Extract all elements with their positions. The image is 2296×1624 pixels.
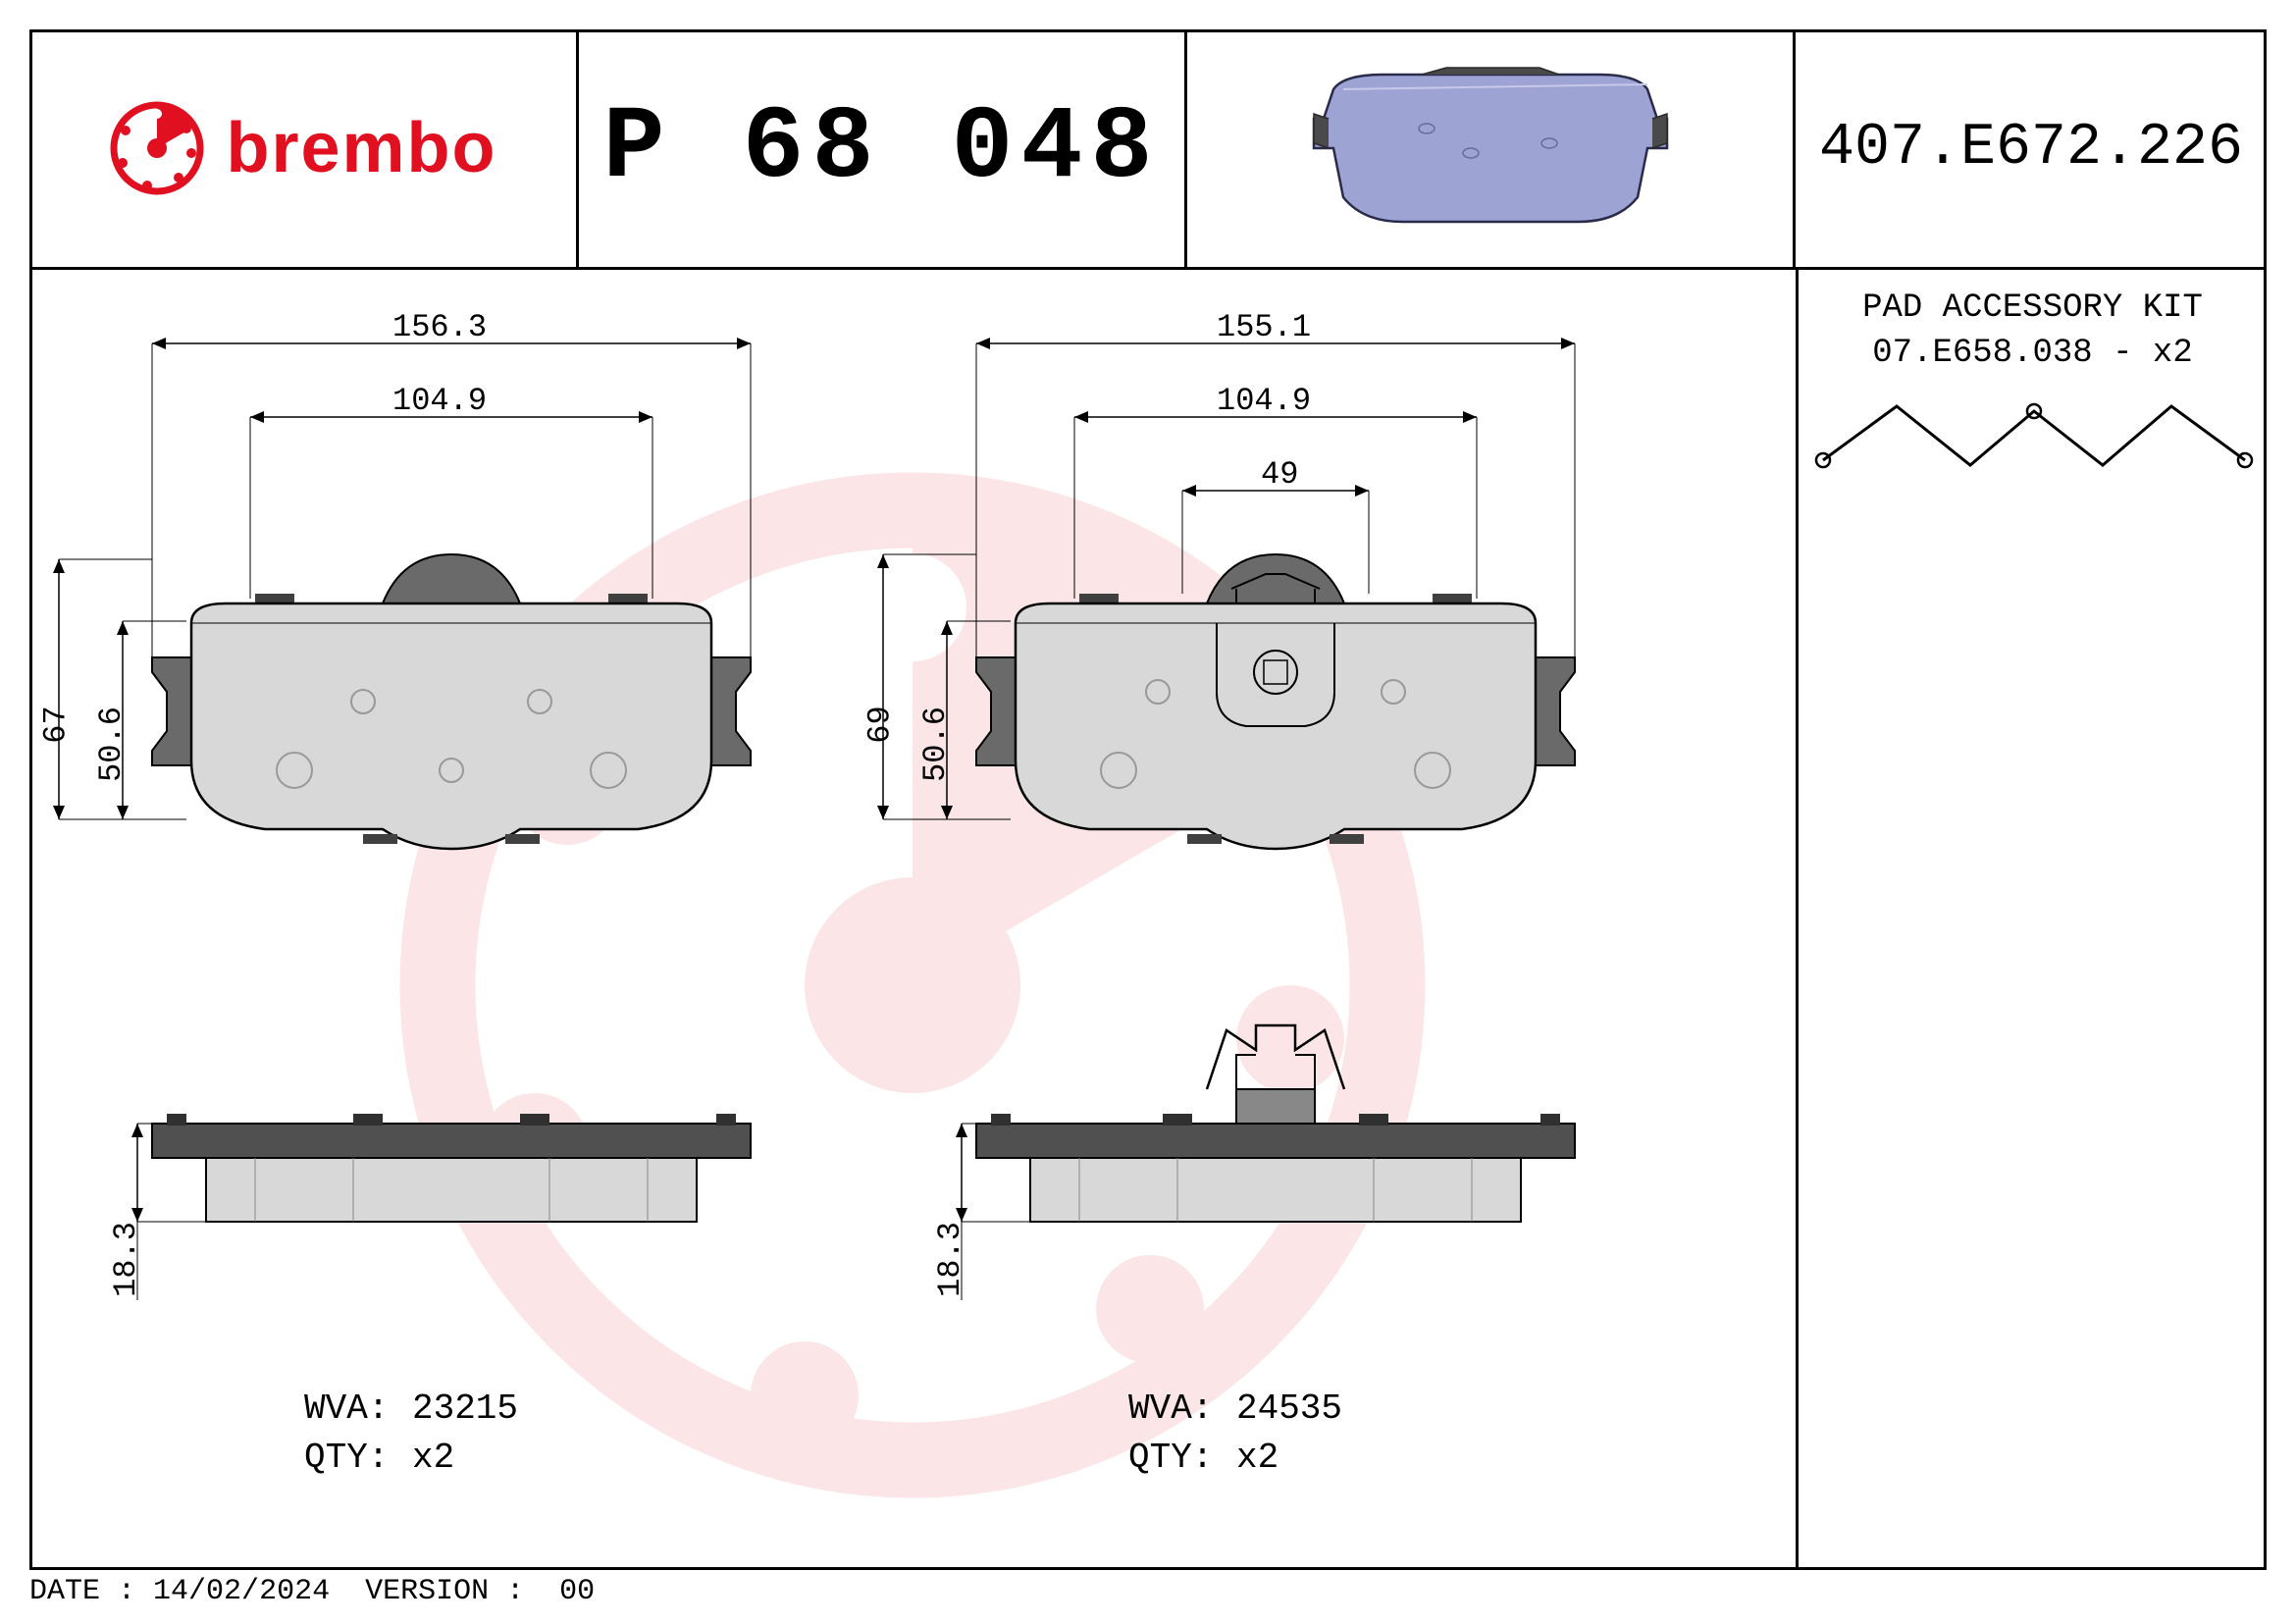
date-value: 14/02/2024	[153, 1575, 330, 1608]
version-value: 00	[559, 1575, 595, 1608]
accessory-kit-title: PAD ACCESSORY KIT	[1799, 289, 2267, 327]
part-number-cell: P 68 048	[579, 29, 1187, 270]
code-cell: 407.E672.226	[1796, 29, 2267, 270]
dim-right-width: 155.1	[1217, 309, 1311, 345]
dim-right-thickness: 18.3	[932, 1222, 968, 1297]
wva-label-left: WVA:	[304, 1388, 389, 1429]
dim-left-inner: 104.9	[392, 383, 487, 419]
brembo-icon	[108, 99, 206, 197]
qty-value-left: x2	[412, 1438, 454, 1478]
right-side-dimension	[854, 1055, 1050, 1349]
right-pad-dimensions	[854, 270, 1737, 957]
qty-label-right: QTY:	[1128, 1438, 1213, 1478]
dim-right-inner: 104.9	[1217, 383, 1311, 419]
render-cell	[1187, 29, 1796, 270]
left-pad-dimensions	[29, 270, 913, 957]
wva-value-left: 23215	[412, 1388, 518, 1429]
left-side-dimension	[29, 1055, 226, 1349]
footer: DATE : 14/02/2024 VERSION : 00	[29, 1575, 595, 1608]
version-label: VERSION :	[365, 1575, 524, 1608]
spring-clip-icon	[1808, 382, 2260, 499]
header-row: brembo P 68 048 407.E672.226	[29, 29, 2267, 270]
dim-left-width: 156.3	[392, 309, 487, 345]
brand-name: brembo	[226, 108, 496, 188]
accessory-kit-code: 07.E658.038 - x2	[1799, 335, 2267, 372]
main-drawing-area: 156.3 104.9 67 50.6 18.3 155.1 104.9 49 …	[29, 270, 1796, 1570]
drawing-code: 407.E672.226	[1819, 115, 2243, 182]
brand-logo: brembo	[108, 99, 496, 197]
qty-label-left: QTY:	[304, 1438, 389, 1478]
wva-label-right: WVA:	[1128, 1388, 1213, 1429]
dim-left-height-inner: 50.6	[93, 707, 130, 782]
dim-left-height: 67	[38, 706, 75, 743]
part-number: P 68 048	[602, 90, 1160, 207]
logo-cell: brembo	[29, 29, 579, 270]
dim-right-height: 69	[862, 706, 899, 743]
dim-right-height-inner: 50.6	[917, 707, 954, 782]
date-label: DATE :	[29, 1575, 135, 1608]
pad-render-icon	[1304, 60, 1677, 236]
wva-value-right: 24535	[1236, 1388, 1342, 1429]
qty-value-right: x2	[1236, 1438, 1278, 1478]
dim-right-clip: 49	[1261, 456, 1298, 493]
dim-left-thickness: 18.3	[108, 1222, 144, 1297]
side-panel: PAD ACCESSORY KIT 07.E658.038 - x2	[1796, 270, 2267, 1570]
